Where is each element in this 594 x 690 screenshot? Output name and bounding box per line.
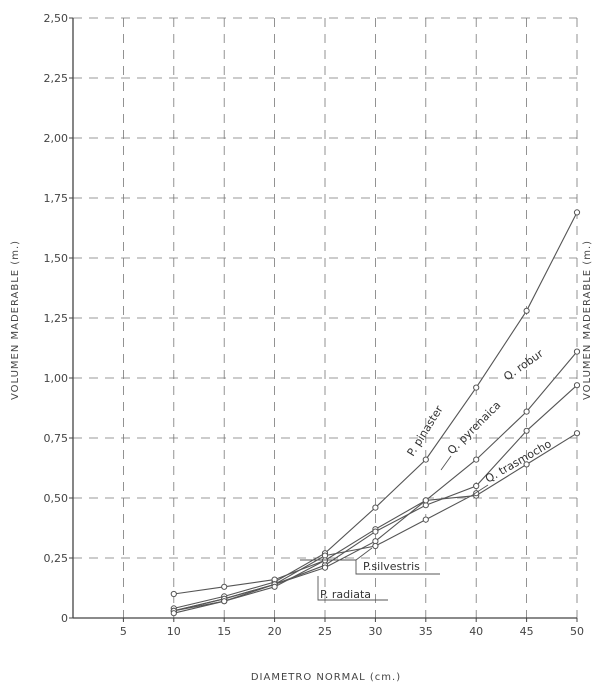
data-point bbox=[523, 427, 530, 434]
series-label-p-silvestris: P.silvestris bbox=[363, 560, 420, 573]
data-point bbox=[372, 542, 379, 550]
series-label-p-radiata: P. radiata bbox=[320, 588, 371, 601]
x-tick-labels: 5 10 15 20 25 30 35 40 45 50 bbox=[120, 618, 584, 638]
label-leaders bbox=[300, 455, 489, 601]
series-label-q-pyrenaica: Q. pyrenaica bbox=[445, 399, 504, 458]
data-point bbox=[422, 456, 429, 463]
x-tick-label: 15 bbox=[217, 625, 231, 638]
x-tick-label: 10 bbox=[167, 625, 181, 638]
y-tick-label: 1,75 bbox=[44, 192, 69, 205]
y-tick-label: 0 bbox=[61, 612, 68, 625]
x-axis-title: DIAMETRO NORMAL (cm.) bbox=[251, 672, 401, 683]
data-point bbox=[271, 583, 278, 590]
data-point bbox=[372, 504, 379, 511]
x-tick-label: 20 bbox=[268, 625, 282, 638]
y-tick-label: 1,00 bbox=[44, 372, 69, 385]
data-point bbox=[573, 348, 581, 355]
x-tick-label: 5 bbox=[120, 625, 127, 638]
series-line-p-radiata bbox=[173, 559, 326, 614]
series-label-p-pinaster: P. pinaster bbox=[405, 403, 446, 459]
x-tick-label: 25 bbox=[318, 625, 332, 638]
y-axis-title-left: VOLUMEN MADERABLE (m.) bbox=[10, 240, 21, 400]
y-axis-title-right: VOLUMEN MADERABLE (m.) bbox=[582, 240, 593, 400]
data-point bbox=[473, 384, 480, 391]
data-point bbox=[473, 456, 480, 463]
data-point bbox=[573, 430, 581, 437]
y-tick-label: 2,00 bbox=[44, 132, 69, 145]
data-point bbox=[573, 209, 581, 216]
series-layer bbox=[170, 209, 581, 617]
data-point bbox=[473, 482, 480, 490]
x-tick-label: 40 bbox=[469, 625, 483, 638]
x-tick-label: 50 bbox=[570, 625, 584, 638]
y-tick-label: 2,25 bbox=[44, 72, 69, 85]
series-label-q-trasmocho: Q. trasmocho bbox=[483, 437, 554, 485]
data-point bbox=[422, 497, 429, 504]
data-point bbox=[523, 408, 530, 415]
y-tick-labels: 0 0,25 0,50 0,75 1,00 1,25 1,50 1,75 2,00 2,25 2,5… bbox=[44, 12, 73, 625]
y-tick-label: 1,50 bbox=[44, 252, 69, 265]
y-tick-label: 0,75 bbox=[44, 432, 69, 445]
x-tick-label: 35 bbox=[419, 625, 433, 638]
y-tick-label: 1,25 bbox=[44, 312, 69, 325]
data-point bbox=[523, 307, 530, 314]
data-point bbox=[422, 516, 429, 523]
data-point bbox=[372, 528, 379, 535]
data-point bbox=[221, 598, 228, 605]
y-tick-label: 0,25 bbox=[44, 552, 69, 565]
data-point bbox=[321, 564, 329, 571]
x-tick-label: 30 bbox=[368, 625, 382, 638]
y-tick-label: 0,50 bbox=[44, 492, 69, 505]
data-point bbox=[221, 583, 228, 590]
data-point bbox=[170, 590, 177, 598]
data-point bbox=[523, 461, 530, 468]
x-tick-label: 45 bbox=[520, 625, 534, 638]
data-point bbox=[573, 382, 581, 389]
grid-layer bbox=[73, 17, 578, 618]
data-point bbox=[170, 610, 177, 617]
y-tick-label: 2,50 bbox=[44, 12, 69, 25]
